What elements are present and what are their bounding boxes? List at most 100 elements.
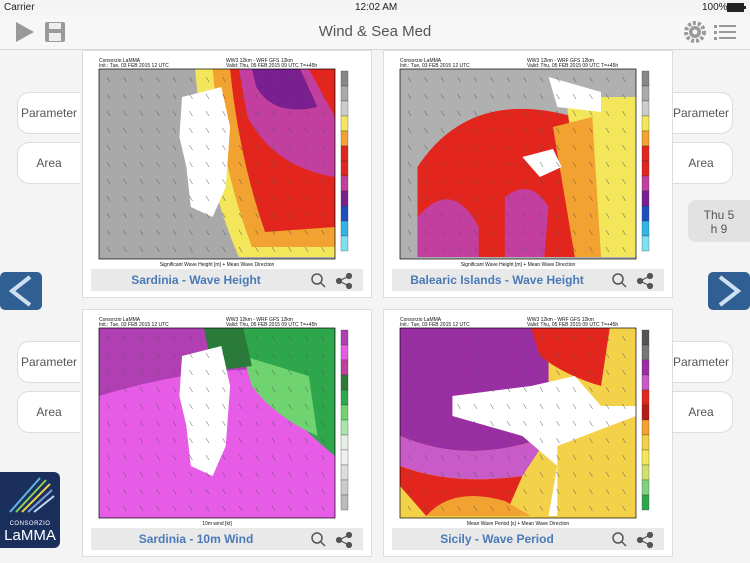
menu-icon[interactable] [714, 25, 736, 40]
parameter-button[interactable]: Parameter [670, 341, 733, 383]
direction-arrow [172, 352, 177, 359]
direction-arrow [506, 229, 511, 236]
direction-arrow [605, 335, 610, 342]
direction-arrow [189, 369, 193, 376]
direction-arrow [205, 212, 210, 219]
direction-arrow [523, 437, 527, 444]
panel-caption[interactable]: Sardinia - 10m Wind [138, 532, 254, 546]
direction-arrow [605, 420, 610, 427]
zoom-icon[interactable] [612, 532, 627, 547]
share-icon[interactable] [636, 273, 654, 289]
panel-actions[interactable] [311, 273, 361, 289]
settings-icon[interactable] [684, 21, 706, 43]
area-button[interactable]: Area [670, 391, 733, 433]
direction-arrow [589, 212, 593, 219]
direction-arrow [238, 437, 243, 444]
direction-arrow [589, 246, 593, 253]
direction-arrow [440, 144, 445, 151]
direction-arrow [440, 386, 445, 393]
area-button[interactable]: Area [17, 391, 80, 433]
direction-arrow [321, 420, 325, 427]
direction-arrow [407, 212, 412, 219]
parameter-button[interactable]: Parameter [670, 92, 733, 134]
forecast-map[interactable]: Consorzio LaMMA WW3 12km - WRF GFS 12km In… [91, 57, 363, 269]
direction-arrow [189, 335, 193, 342]
direction-arrow [205, 229, 210, 236]
direction-arrow [238, 76, 243, 83]
zoom-icon[interactable] [311, 532, 326, 547]
forecast-map[interactable]: Consorzio LaMMA WW3 12km - WRF GFS 12km In… [392, 57, 664, 269]
parameter-button[interactable]: Parameter [17, 341, 80, 383]
direction-arrow [156, 403, 160, 410]
color-scale-step [340, 70, 349, 87]
direction-arrow [255, 386, 259, 393]
zoom-icon[interactable] [311, 273, 326, 288]
direction-arrow [189, 420, 193, 427]
share-icon[interactable] [335, 532, 353, 548]
direction-arrow [605, 471, 610, 478]
direction-arrow [457, 437, 461, 444]
direction-arrow [205, 369, 210, 376]
direction-arrow [506, 76, 511, 83]
color-scale-step [641, 494, 650, 511]
direction-arrow [457, 369, 461, 376]
forecast-map[interactable]: Consorzio LaMMA WW3 12km - WRF GFS 12km In… [392, 316, 664, 528]
direction-arrow [189, 195, 193, 202]
direction-arrow [440, 471, 445, 478]
share-icon[interactable] [335, 273, 353, 289]
direction-arrow [255, 110, 259, 117]
forecast-map[interactable]: Consorzio LaMMA WW3 12km - WRF GFS 12km In… [91, 316, 363, 528]
next-arrow[interactable] [708, 272, 750, 310]
color-scale-step [641, 359, 650, 376]
direction-arrow [304, 335, 309, 342]
toolbar-right[interactable] [683, 20, 739, 44]
direction-arrow [605, 195, 610, 202]
direction-arrow [572, 144, 577, 151]
direction-arrow [490, 403, 494, 410]
zoom-lens [311, 532, 323, 544]
direction-arrow [539, 454, 544, 461]
color-scale-step [340, 419, 349, 436]
direction-arrow [589, 110, 593, 117]
direction-arrow [424, 195, 428, 202]
direction-arrow [473, 246, 478, 253]
area-button[interactable]: Area [670, 142, 733, 184]
panel-actions[interactable] [311, 532, 361, 548]
direction-arrow [407, 386, 412, 393]
panel-caption[interactable]: Balearic Islands - Wave Height [410, 273, 584, 287]
map-org: Consorzio LaMMA [99, 58, 141, 64]
share-icon[interactable] [636, 532, 654, 548]
date-tab[interactable]: Thu 5 h 9 [688, 200, 750, 242]
area-button[interactable]: Area [17, 142, 80, 184]
direction-arrow [473, 195, 478, 202]
direction-arrow [407, 93, 412, 100]
direction-arrow [424, 110, 428, 117]
save-icon[interactable] [45, 22, 65, 42]
parameter-button[interactable]: Parameter [17, 92, 80, 134]
direction-arrow [457, 127, 461, 134]
panel-actions[interactable] [612, 532, 662, 548]
direction-arrow [271, 195, 276, 202]
direction-arrow [106, 386, 111, 393]
color-scale-step [641, 449, 650, 466]
map-frame [399, 68, 637, 260]
zoom-icon[interactable] [612, 273, 627, 288]
direction-arrow [506, 212, 511, 219]
direction-arrow [288, 144, 292, 151]
direction-arrow [539, 76, 544, 83]
play-icon[interactable] [16, 22, 34, 42]
direction-arrow [556, 352, 560, 359]
direction-arrow [539, 195, 544, 202]
toolbar-left[interactable] [14, 20, 70, 44]
panel-actions[interactable] [612, 273, 662, 289]
direction-arrow [288, 369, 292, 376]
direction-arrow [539, 212, 544, 219]
direction-arrow [605, 144, 610, 151]
panel-caption[interactable]: Sicily - Wave Period [440, 532, 554, 546]
direction-arrow [506, 471, 511, 478]
prev-arrow[interactable] [0, 272, 42, 310]
direction-arrow [622, 505, 626, 512]
panel-caption[interactable]: Sardinia - Wave Height [131, 273, 261, 287]
direction-arrow [424, 246, 428, 253]
map-init: Init.: Tue, 03 FEB 2015 12 UTC [400, 322, 470, 328]
